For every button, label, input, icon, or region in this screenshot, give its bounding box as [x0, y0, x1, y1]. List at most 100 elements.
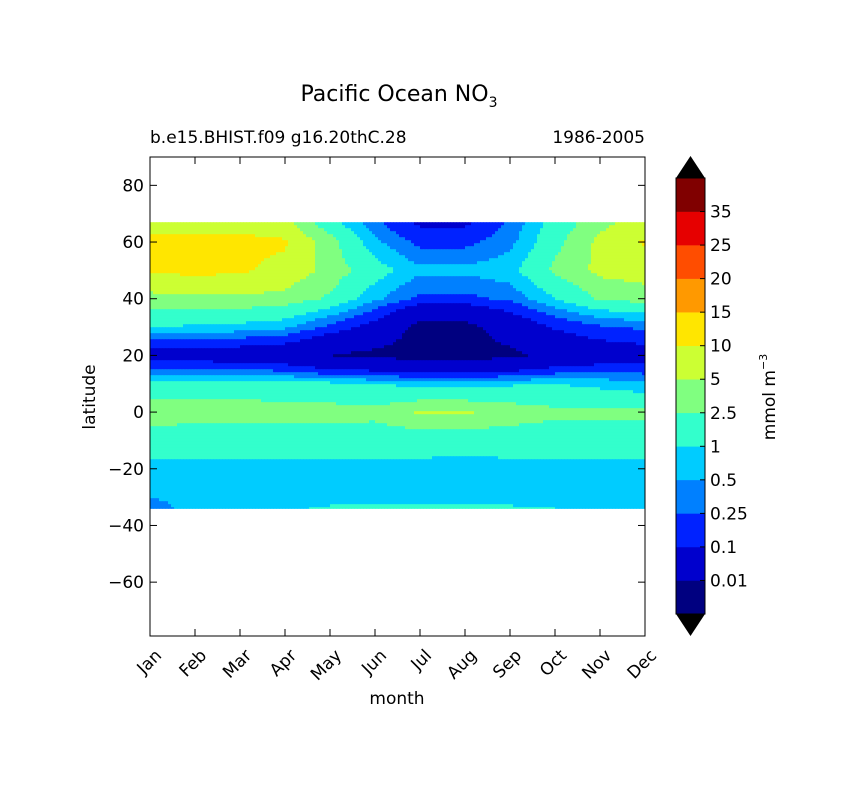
heatmap-cell — [369, 297, 373, 301]
heatmap-cell — [462, 282, 466, 286]
heatmap-cell — [432, 279, 436, 283]
heatmap-cell — [324, 252, 328, 256]
heatmap-cell — [216, 231, 220, 235]
heatmap-cell — [384, 270, 388, 274]
heatmap-cell — [408, 258, 412, 262]
heatmap-cell — [612, 264, 616, 268]
heatmap-cell — [192, 303, 196, 307]
heatmap-cell — [162, 312, 166, 316]
heatmap-cell — [240, 240, 244, 244]
heatmap-cell — [312, 264, 316, 268]
heatmap-cell — [471, 306, 475, 310]
heatmap-cell — [549, 297, 553, 301]
heatmap-cell — [510, 261, 514, 265]
heatmap-cell — [471, 228, 475, 232]
heatmap-cell — [267, 291, 271, 295]
heatmap-cell — [621, 243, 625, 247]
heatmap-cell — [234, 261, 238, 265]
heatmap-cell — [210, 273, 214, 277]
heatmap-cell — [477, 240, 481, 244]
heatmap-cell — [633, 303, 637, 307]
heatmap-cell — [165, 243, 169, 247]
heatmap-cell — [519, 270, 523, 274]
heatmap-cell — [546, 246, 550, 250]
heatmap-cell — [423, 255, 427, 259]
heatmap-cell — [264, 231, 268, 235]
heatmap-cell — [240, 264, 244, 268]
heatmap-cell — [528, 225, 532, 229]
heatmap-cell — [582, 303, 586, 307]
heatmap-cell — [153, 234, 157, 238]
heatmap-cell — [516, 240, 520, 244]
heatmap-cell — [456, 300, 460, 304]
heatmap-cell — [405, 282, 409, 286]
heatmap-cell — [156, 282, 160, 286]
heatmap-cell — [636, 303, 640, 307]
heatmap-cell — [354, 294, 358, 298]
heatmap-cell — [636, 222, 640, 226]
heatmap-cell — [444, 291, 448, 295]
heatmap-cell — [243, 231, 247, 235]
heatmap-cell — [414, 288, 418, 292]
heatmap-cell — [435, 285, 439, 289]
heatmap-cell — [237, 252, 241, 256]
heatmap-cell — [210, 237, 214, 241]
heatmap-cell — [384, 234, 388, 238]
heatmap-cell — [459, 276, 463, 280]
heatmap-cell — [390, 288, 394, 292]
heatmap-cell — [324, 300, 328, 304]
heatmap-cell — [552, 267, 556, 271]
heatmap-cell — [501, 270, 505, 274]
heatmap-cell — [474, 243, 478, 247]
heatmap-cell — [321, 279, 325, 283]
heatmap-cell — [633, 222, 637, 226]
heatmap-cell — [588, 240, 592, 244]
heatmap-cell — [189, 234, 193, 238]
heatmap-cell — [162, 270, 166, 274]
heatmap-cell — [411, 246, 415, 250]
heatmap-cell — [450, 222, 454, 226]
heatmap-cell — [201, 294, 205, 298]
heatmap-cell — [504, 222, 508, 226]
heatmap-cell — [189, 258, 193, 262]
heatmap-cell — [219, 282, 223, 286]
heatmap-cell — [252, 282, 256, 286]
heatmap-cell — [234, 240, 238, 244]
heatmap-cell — [519, 285, 523, 289]
heatmap-cell — [408, 246, 412, 250]
heatmap-cell — [198, 273, 202, 277]
heatmap-cell — [318, 273, 322, 277]
heatmap-cell — [537, 222, 541, 226]
heatmap-cell — [489, 252, 493, 256]
heatmap-cell — [603, 249, 607, 253]
heatmap-cell — [339, 249, 343, 253]
heatmap-cell — [159, 276, 163, 280]
heatmap-cell — [630, 294, 634, 298]
heatmap-cell — [393, 255, 397, 259]
heatmap-cell — [261, 249, 265, 253]
heatmap-cell — [303, 309, 307, 313]
heatmap-cell — [285, 237, 289, 241]
heatmap-cell — [324, 258, 328, 262]
heatmap-cell — [156, 258, 160, 262]
heatmap-cell — [300, 276, 304, 280]
heatmap-cell — [237, 300, 241, 304]
heatmap-cell — [234, 249, 238, 253]
heatmap-cell — [537, 279, 541, 283]
heatmap-cell — [495, 285, 499, 289]
heatmap-cell — [612, 288, 616, 292]
heatmap-cell — [180, 282, 184, 286]
heatmap-cell — [420, 252, 424, 256]
heatmap-cell — [210, 297, 214, 301]
heatmap-cell — [396, 249, 400, 253]
heatmap-cell — [234, 309, 238, 313]
heatmap-cell — [465, 309, 469, 313]
heatmap-cell — [423, 258, 427, 262]
heatmap-cell — [195, 240, 199, 244]
heatmap-cell — [426, 228, 430, 232]
heatmap-cell — [249, 255, 253, 259]
heatmap-cell — [279, 267, 283, 271]
heatmap-cell — [180, 228, 184, 232]
heatmap-cell — [219, 249, 223, 253]
